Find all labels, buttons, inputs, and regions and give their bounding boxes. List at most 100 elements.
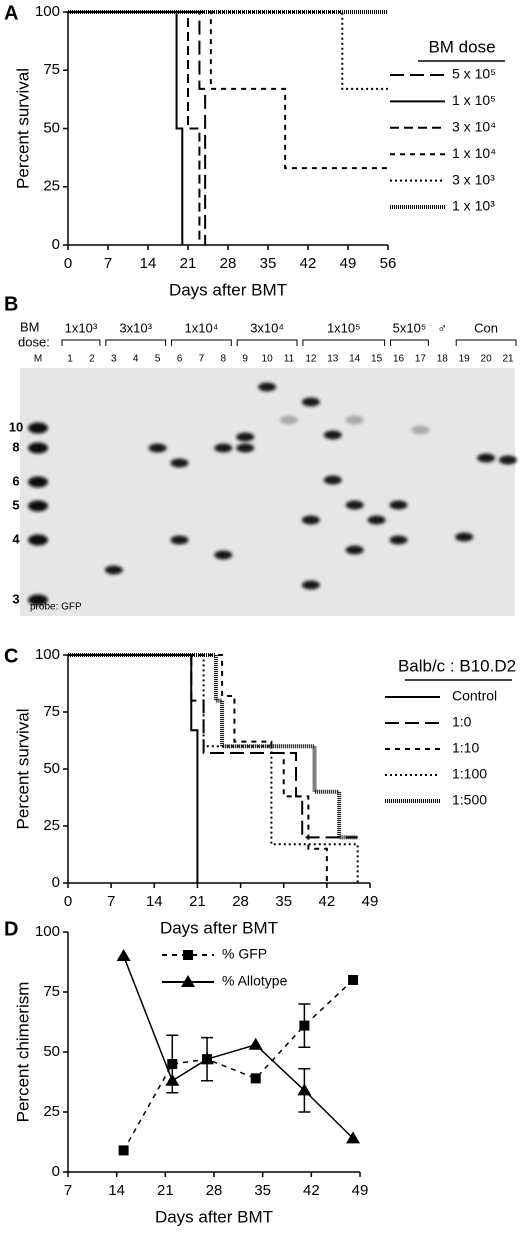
lane-number: 18 (437, 354, 449, 365)
x-tick-label: 56 (380, 255, 397, 272)
gel-band (323, 475, 342, 485)
x-tick-label: 21 (189, 893, 206, 910)
gel-band (389, 500, 408, 510)
legend-marker (181, 975, 195, 987)
y-tick-label: 0 (52, 874, 60, 891)
x-tick-label: 14 (146, 893, 163, 910)
y-tick-label: 100 (35, 646, 60, 663)
y-tick-label: 75 (43, 61, 60, 78)
x-tick-label: 7 (64, 1182, 72, 1199)
gel-band (280, 415, 298, 425)
x-tick-label: 28 (232, 893, 249, 910)
gel-band (236, 432, 255, 442)
legend-label: Control (452, 688, 497, 704)
group-label: 3x10³ (119, 320, 152, 335)
lane-number: 13 (327, 354, 339, 365)
survival-curve (68, 654, 199, 883)
gel-band (301, 515, 320, 525)
size-label: 10 (9, 419, 23, 434)
marker-band (28, 476, 48, 488)
legend-label: 1 x 10⁴ (452, 145, 496, 161)
y-axis-label: Percent survival (13, 709, 32, 830)
dose-label: dose: (18, 334, 50, 349)
survival-curve (68, 11, 207, 245)
gel-band (345, 500, 364, 510)
group-bracket (302, 339, 386, 346)
x-tick-label: 21 (180, 255, 197, 272)
size-label: 4 (12, 531, 20, 546)
x-axis-label: Days after BMT (160, 918, 278, 937)
group-bracket (455, 339, 517, 346)
y-tick-label: 50 (43, 1043, 60, 1060)
data-point (165, 1073, 180, 1086)
gel-band (367, 515, 386, 525)
group-bracket (390, 339, 429, 346)
lane-number: 2 (89, 354, 95, 365)
lane-number: 16 (393, 354, 405, 365)
lane-number: 21 (502, 354, 514, 365)
gel-band (236, 443, 255, 453)
y-tick-label: 0 (52, 1163, 60, 1180)
lane-number: 17 (415, 354, 427, 365)
marker-band (28, 422, 48, 434)
x-tick-label: 42 (303, 1182, 320, 1199)
x-tick-label: 49 (352, 1182, 369, 1199)
x-tick-label: 49 (340, 255, 357, 272)
y-tick-label: 50 (43, 760, 60, 777)
gel-band (214, 443, 233, 453)
panel-label: B (4, 293, 18, 315)
lane-number: 19 (459, 354, 471, 365)
marker-band (28, 500, 48, 512)
x-axis-label: Days after BMT (155, 1207, 273, 1226)
lane-number: 8 (221, 354, 227, 365)
y-tick-label: 75 (43, 703, 60, 720)
size-label: 8 (12, 439, 19, 454)
legend-marker (183, 950, 193, 960)
gel-band (301, 397, 320, 407)
gel-band (170, 458, 189, 468)
line-series (122, 979, 354, 1151)
x-tick-label: 21 (157, 1182, 174, 1199)
legend-label: 1 x 10⁵ (452, 92, 496, 108)
data-point (346, 1131, 361, 1144)
group-label: 1x10⁵ (327, 320, 361, 335)
data-point (116, 949, 131, 961)
data-point (297, 1083, 312, 1096)
x-tick-label: 14 (108, 1182, 125, 1199)
group-bracket (171, 339, 232, 346)
legend-label: 1:0 (452, 714, 472, 730)
survival-curve (68, 11, 388, 90)
x-tick-label: 42 (319, 893, 336, 910)
x-tick-label: 28 (206, 1182, 223, 1199)
y-tick-label: 0 (52, 236, 60, 253)
gel-band (345, 415, 364, 425)
legend-label: 1:500 (452, 792, 487, 808)
gel-band (258, 382, 277, 392)
data-point (299, 1020, 310, 1031)
legend-label: 1:100 (452, 766, 487, 782)
line-series (122, 955, 354, 1139)
y-tick-label: 25 (43, 1103, 60, 1120)
group-label: Con (474, 320, 498, 335)
group-label: 3x10⁴ (250, 320, 284, 335)
size-label: 5 (12, 497, 19, 512)
lane-number: 20 (481, 354, 493, 365)
lane-number: 9 (242, 354, 248, 365)
x-tick-label: 35 (254, 1182, 271, 1199)
legend-label: 3 x 10³ (452, 171, 495, 187)
y-tick-label: 25 (43, 817, 60, 834)
lane-number: 6 (177, 354, 183, 365)
panel-label: D (4, 918, 18, 940)
lane-number: 11 (284, 354, 295, 365)
group-bracket (236, 339, 298, 346)
lane-number: 12 (305, 354, 317, 365)
panel-label: A (4, 2, 18, 24)
panel-label: C (4, 645, 18, 667)
y-axis-label: Percent chimerism (13, 982, 32, 1123)
data-point (250, 1073, 261, 1084)
x-tick-label: 35 (275, 893, 292, 910)
lane-number: 14 (349, 354, 361, 365)
data-point (118, 1145, 129, 1156)
y-tick-label: 100 (35, 3, 60, 20)
